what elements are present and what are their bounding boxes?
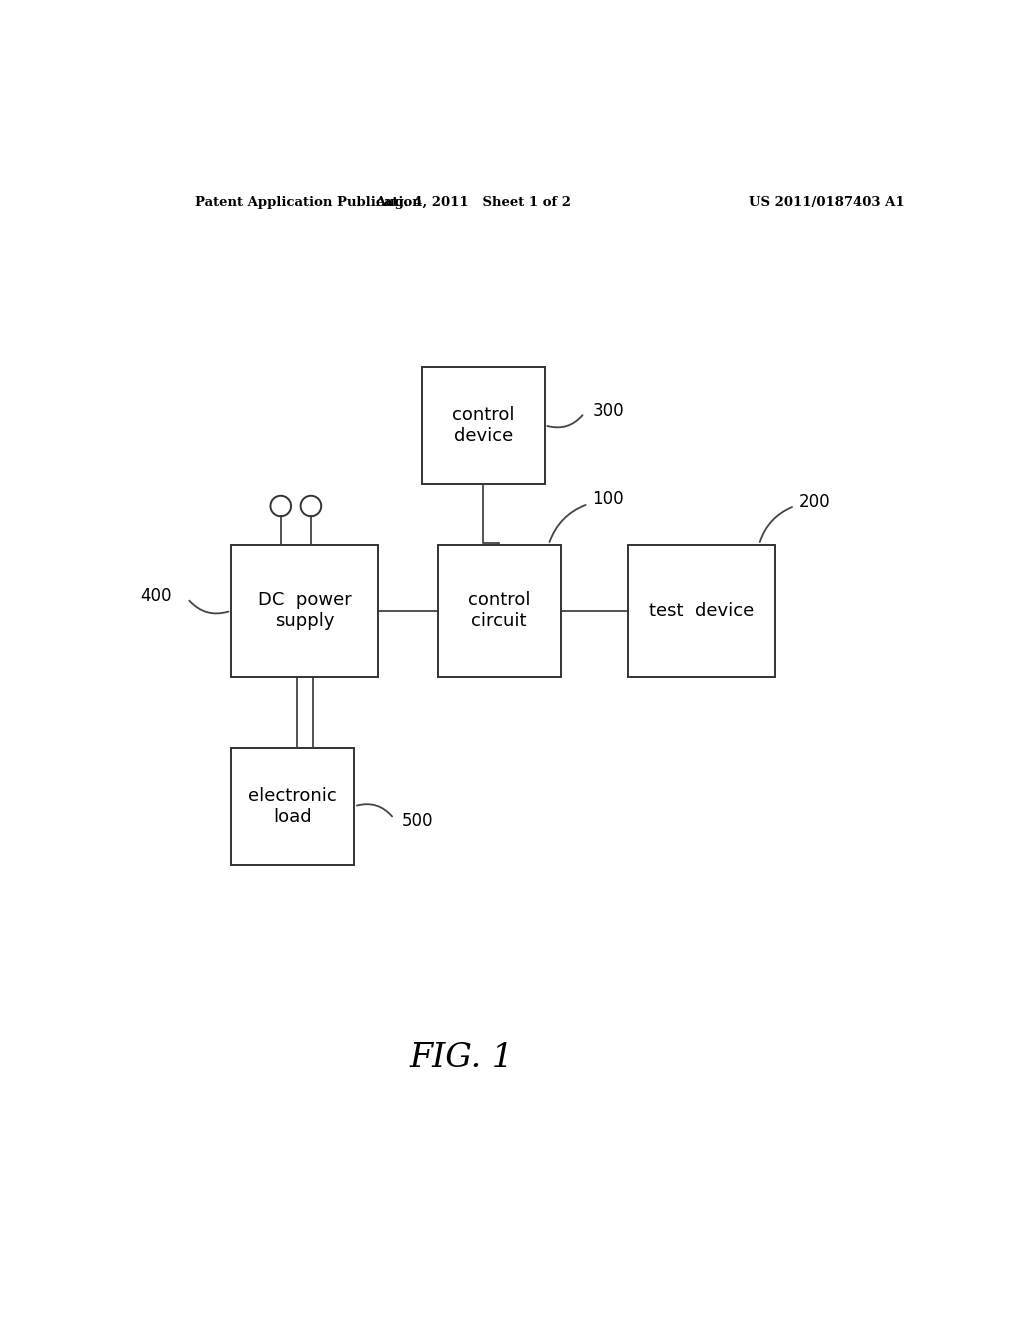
Text: control
circuit: control circuit [468, 591, 530, 630]
Bar [231, 545, 378, 677]
Text: test  device: test device [649, 602, 754, 619]
Bar [231, 748, 354, 865]
Text: 100: 100 [592, 490, 624, 508]
Text: electronic
load: electronic load [248, 787, 337, 826]
Text: FIG. 1: FIG. 1 [410, 1041, 513, 1074]
Bar [628, 545, 775, 677]
Bar [437, 545, 560, 677]
Text: 500: 500 [401, 812, 433, 829]
Text: 400: 400 [140, 587, 172, 606]
Text: US 2011/0187403 A1: US 2011/0187403 A1 [749, 195, 904, 209]
Text: 300: 300 [592, 403, 624, 420]
Text: 200: 200 [799, 492, 830, 511]
Text: Aug. 4, 2011   Sheet 1 of 2: Aug. 4, 2011 Sheet 1 of 2 [375, 195, 571, 209]
Text: DC  power
supply: DC power supply [258, 591, 351, 630]
Text: Patent Application Publication: Patent Application Publication [196, 195, 422, 209]
Bar [422, 367, 545, 483]
Text: control
device: control device [452, 405, 514, 445]
